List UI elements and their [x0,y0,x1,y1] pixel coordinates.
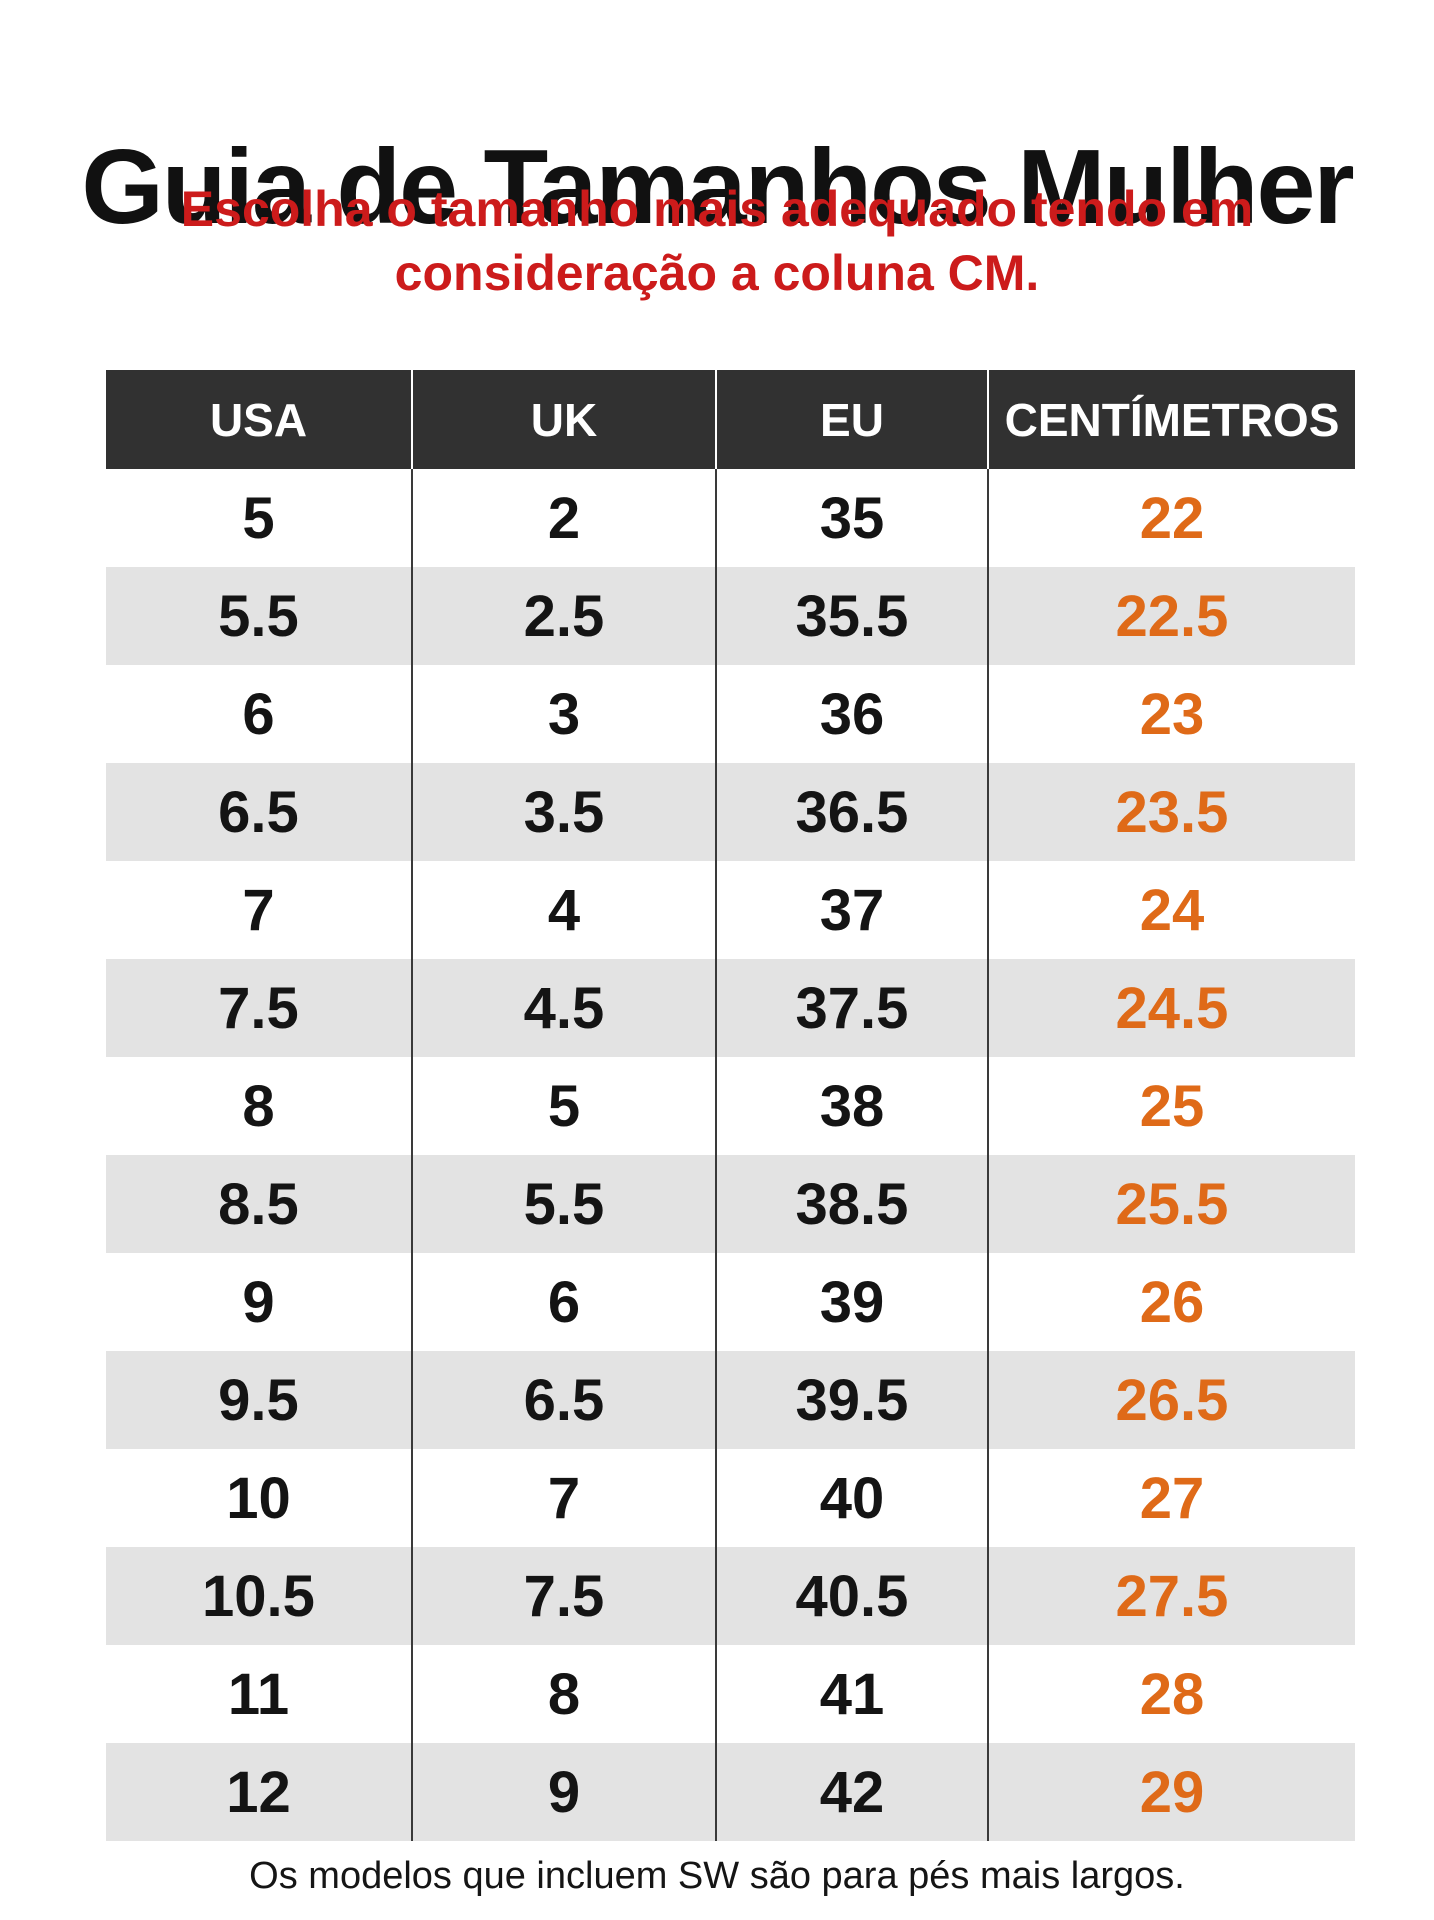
cm-cell: 24.5 [987,959,1355,1057]
uk-cell: 3 [411,665,716,763]
uk-cell: 8 [411,1645,716,1743]
table-row: 11 8 41 28 [106,1645,1355,1743]
eu-cell: 36.5 [715,763,988,861]
eu-cell: 39.5 [715,1351,988,1449]
eu-cell: 40 [715,1449,988,1547]
usa-cell: 7.5 [106,959,412,1057]
table-row: 10.5 7.5 40.5 27.5 [106,1547,1355,1645]
cm-cell: 29 [987,1743,1355,1841]
cm-cell: 22.5 [987,567,1355,665]
usa-cell: 8 [242,1073,275,1139]
eu-cell: 41 [715,1645,988,1743]
usa-cell: 7 [242,877,275,943]
uk-cell: 5.5 [411,1155,716,1253]
header-cm: CENTÍMETROS [987,370,1355,469]
eu-cell: 38 [715,1057,988,1155]
table-row: 9 6 39 26 [106,1253,1355,1351]
table-row: 5 2 35 22 [106,469,1355,567]
uk-cell: 5 [411,1057,716,1155]
eu-cell: 35.5 [715,567,988,665]
cm-cell: 27.5 [987,1547,1355,1645]
usa-cell: 5.5 [106,567,412,665]
header-usa: USA [106,370,412,469]
cm-cell: 22 [987,469,1355,567]
table-row: 10 7 40 27 [106,1449,1355,1547]
footnote: Os modelos que incluem SW são para pés m… [249,1855,1185,1897]
table-row: 6.5 3.5 36.5 23.5 [106,763,1355,861]
table-row: 6 3 36 23 [106,665,1355,763]
uk-cell: 7 [411,1449,716,1547]
usa-cell: 6.5 [106,763,412,861]
uk-cell: 2 [411,469,716,567]
usa-cell: 9.5 [106,1351,412,1449]
uk-cell: 6.5 [411,1351,716,1449]
cm-cell: 26.5 [987,1351,1355,1449]
subtitle-line-1: Escolha o tamanho mais adequado tendo em [180,181,1254,237]
uk-cell: 3.5 [411,763,716,861]
table-row: 12 9 42 29 [106,1743,1355,1841]
cm-cell: 25.5 [987,1155,1355,1253]
usa-cell: 8.5 [106,1155,412,1253]
size-table: USA UK EU CENTÍMETROS 5 2 35 22 5.5 2.5 35.5 22… [106,370,1355,1841]
cm-cell: 28 [987,1645,1355,1743]
table-row: 7 4 37 24 [106,861,1355,959]
cm-cell: 23.5 [987,763,1355,861]
eu-cell: 35 [715,469,988,567]
usa-cell: 12 [106,1743,412,1841]
eu-cell: 39 [715,1253,988,1351]
usa-cell: 6 [242,681,275,747]
eu-cell: 40.5 [715,1547,988,1645]
table-row: 8 5 38 25 [106,1057,1355,1155]
eu-cell: 42 [715,1743,988,1841]
usa-cell: 9 [242,1269,275,1335]
usa-cell: 11 [227,1661,290,1727]
header-uk: UK [411,370,716,469]
table-header-row: USA UK EU CENTÍMETROS [106,370,1355,469]
uk-cell: 2.5 [411,567,716,665]
cm-cell: 26 [987,1253,1355,1351]
table-row: 8.5 5.5 38.5 25.5 [106,1155,1355,1253]
eu-cell: 37 [715,861,988,959]
eu-cell: 36 [715,665,988,763]
table-row: 9.5 6.5 39.5 26.5 [106,1351,1355,1449]
cm-cell: 24 [987,861,1355,959]
uk-cell: 7.5 [411,1547,716,1645]
subtitle-line-2: consideração a coluna CM. [394,245,1040,301]
header-eu: EU [715,370,988,469]
table-body: 5 2 35 22 5.5 2.5 35.5 22.5 6 3 36 23 6.5 3.5 36.5 23.5… [106,469,1355,1841]
cm-cell: 23 [987,665,1355,763]
cm-cell: 25 [987,1057,1355,1155]
eu-cell: 37.5 [715,959,988,1057]
usa-cell: 10.5 [106,1547,412,1645]
usa-cell: 5 [242,485,275,551]
uk-cell: 4.5 [411,959,716,1057]
cm-cell: 27 [987,1449,1355,1547]
table-row: 7.5 4.5 37.5 24.5 [106,959,1355,1057]
uk-cell: 6 [411,1253,716,1351]
eu-cell: 38.5 [715,1155,988,1253]
page-title: Guia de Tamanhos Mulher [81,128,1354,247]
usa-cell: 10 [226,1465,291,1531]
uk-cell: 4 [411,861,716,959]
table-row: 5.5 2.5 35.5 22.5 [106,567,1355,665]
uk-cell: 9 [411,1743,716,1841]
